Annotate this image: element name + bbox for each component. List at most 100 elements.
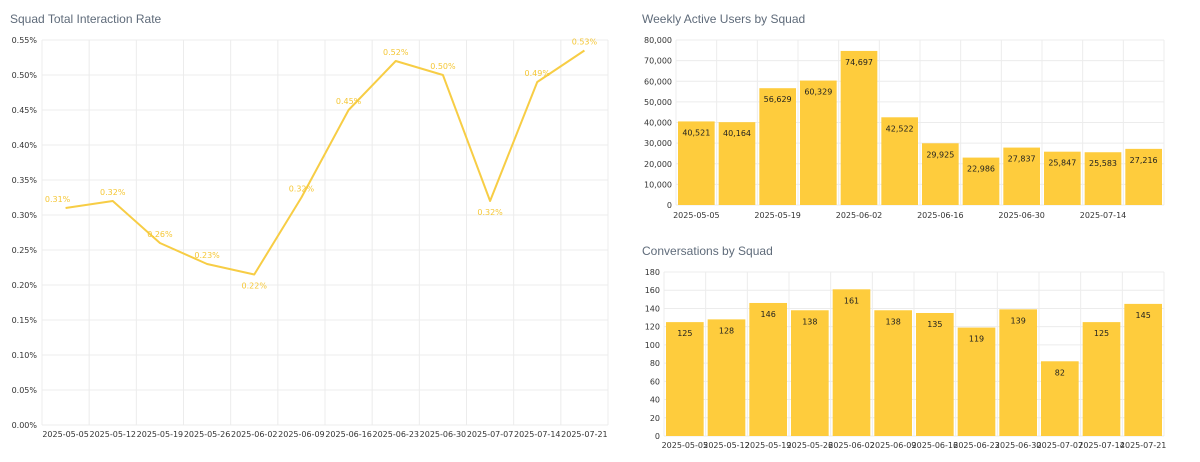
chart-title-weekly-active-users: Weekly Active Users by Squad bbox=[642, 12, 806, 26]
data-label: 22,986 bbox=[967, 165, 995, 174]
bar bbox=[707, 319, 746, 436]
data-label: 0.45% bbox=[336, 97, 362, 106]
bar bbox=[759, 88, 796, 205]
bar bbox=[999, 309, 1037, 436]
y-tick-label: 10,000 bbox=[644, 180, 672, 189]
data-label: 0.53% bbox=[572, 38, 598, 47]
bar bbox=[718, 122, 756, 205]
y-tick-label: 50,000 bbox=[644, 98, 672, 107]
y-tick-label: 0.25% bbox=[12, 246, 38, 255]
y-tick-label: 40,000 bbox=[644, 119, 672, 128]
x-tick-label: 2025-07-14 bbox=[1078, 441, 1125, 450]
bar bbox=[832, 289, 871, 436]
y-tick-label: 0.50% bbox=[12, 71, 38, 80]
data-label: 135 bbox=[927, 320, 942, 329]
x-tick-label: 2025-05-05 bbox=[673, 211, 720, 220]
series-line bbox=[65, 49, 585, 276]
x-tick-label: 2025-07-14 bbox=[514, 430, 561, 439]
bar bbox=[957, 327, 996, 436]
data-label: 145 bbox=[1136, 311, 1151, 320]
data-label: 56,629 bbox=[764, 95, 792, 104]
x-tick-label: 2025-06-30 bbox=[998, 211, 1045, 220]
data-label: 161 bbox=[844, 296, 859, 305]
bar bbox=[881, 117, 918, 205]
data-label: 0.22% bbox=[242, 282, 268, 291]
x-tick-label: 2025-05-05 bbox=[42, 430, 89, 439]
data-label: 74,697 bbox=[845, 58, 873, 67]
data-label: 0.50% bbox=[430, 62, 456, 71]
data-label: 0.32% bbox=[289, 185, 315, 194]
data-label: 0.52% bbox=[383, 48, 409, 57]
x-tick-label: 2025-06-02 bbox=[231, 430, 278, 439]
data-label: 0.49% bbox=[525, 69, 551, 78]
y-tick-label: 0 bbox=[667, 201, 672, 210]
data-label: 40,521 bbox=[682, 128, 710, 137]
data-label: 138 bbox=[886, 317, 901, 326]
chart-title-conversations: Conversations by Squad bbox=[642, 244, 773, 258]
data-label: 29,925 bbox=[926, 150, 954, 159]
bar bbox=[1041, 361, 1079, 436]
x-tick-label: 2025-06-16 bbox=[912, 441, 959, 450]
bar bbox=[1082, 322, 1121, 436]
x-tick-label: 2025-05-26 bbox=[184, 430, 231, 439]
x-tick-label: 2025-06-09 bbox=[870, 441, 917, 450]
data-label: 0.31% bbox=[45, 195, 71, 204]
data-label: 27,216 bbox=[1130, 156, 1158, 165]
grid bbox=[41, 39, 609, 426]
y-tick-label: 180 bbox=[645, 268, 660, 277]
y-tick-label: 80,000 bbox=[644, 36, 672, 45]
bar bbox=[916, 313, 954, 436]
y-tick-label: 70,000 bbox=[644, 57, 672, 66]
x-tick-label: 2025-06-09 bbox=[278, 430, 325, 439]
bar bbox=[1084, 152, 1122, 205]
data-label: 146 bbox=[761, 310, 776, 319]
x-tick-label: 2025-06-02 bbox=[828, 441, 875, 450]
x-tick-label: 2025-06-23 bbox=[373, 430, 420, 439]
data-label: 0.32% bbox=[477, 208, 503, 217]
x-tick-label: 2025-06-16 bbox=[917, 211, 964, 220]
panel-conversations: Conversations by Squad 0 20 40 60 80 100 120 14… bbox=[642, 244, 1172, 454]
y-tick-label: 20 bbox=[650, 414, 660, 423]
x-tick-label: 2025-05-19 bbox=[745, 441, 792, 450]
y-tick-label: 0.05% bbox=[12, 386, 38, 395]
y-tick-label: 100 bbox=[645, 341, 660, 350]
x-tick-label: 2025-05-05 bbox=[662, 441, 709, 450]
bar bbox=[1124, 303, 1162, 436]
y-tick-label: 60 bbox=[650, 377, 660, 386]
x-tick-label: 2025-07-14 bbox=[1080, 211, 1127, 220]
data-label: 25,847 bbox=[1048, 159, 1076, 168]
data-label: 27,837 bbox=[1008, 155, 1036, 164]
data-label: 139 bbox=[1011, 316, 1026, 325]
data-label: 82 bbox=[1055, 368, 1065, 377]
panel-interaction-rate: Squad Total Interaction Rate 0.00% 0.05% 0… bbox=[10, 12, 620, 452]
bar bbox=[1044, 151, 1081, 205]
data-label: 42,522 bbox=[886, 124, 914, 133]
y-tick-label: 0.30% bbox=[12, 211, 38, 220]
data-label: 138 bbox=[802, 317, 817, 326]
x-tick-label: 2025-06-30 bbox=[995, 441, 1042, 450]
y-tick-label: 0.10% bbox=[12, 351, 38, 360]
y-tick-label: 0.55% bbox=[12, 36, 38, 45]
x-tick-label: 2025-06-16 bbox=[325, 430, 372, 439]
y-tick-label: 60,000 bbox=[644, 77, 672, 86]
y-tick-label: 0 bbox=[655, 432, 660, 441]
data-label: 125 bbox=[1094, 329, 1109, 338]
bar bbox=[800, 80, 837, 205]
data-label: 128 bbox=[719, 326, 734, 335]
grid bbox=[663, 271, 1165, 437]
bar-chart-conversations: 0 20 40 60 80 100 120 140 160 180 125 128 146 138 161 1… bbox=[645, 268, 1167, 450]
data-label: 40,164 bbox=[723, 129, 751, 138]
data-label: 0.23% bbox=[194, 251, 220, 260]
data-label: 119 bbox=[969, 335, 984, 344]
y-tick-label: 140 bbox=[645, 304, 660, 313]
x-tick-label: 2025-07-07 bbox=[467, 430, 514, 439]
bar bbox=[1125, 148, 1162, 205]
x-tick-label: 2025-06-23 bbox=[953, 441, 1000, 450]
x-tick-label: 2025-07-21 bbox=[561, 430, 608, 439]
x-tick-label: 2025-05-12 bbox=[703, 441, 750, 450]
y-tick-label: 160 bbox=[645, 286, 660, 295]
data-label: 60,329 bbox=[804, 88, 832, 97]
bar bbox=[1003, 147, 1040, 205]
data-label: 0.32% bbox=[100, 188, 126, 197]
data-label: 0.26% bbox=[147, 230, 173, 239]
